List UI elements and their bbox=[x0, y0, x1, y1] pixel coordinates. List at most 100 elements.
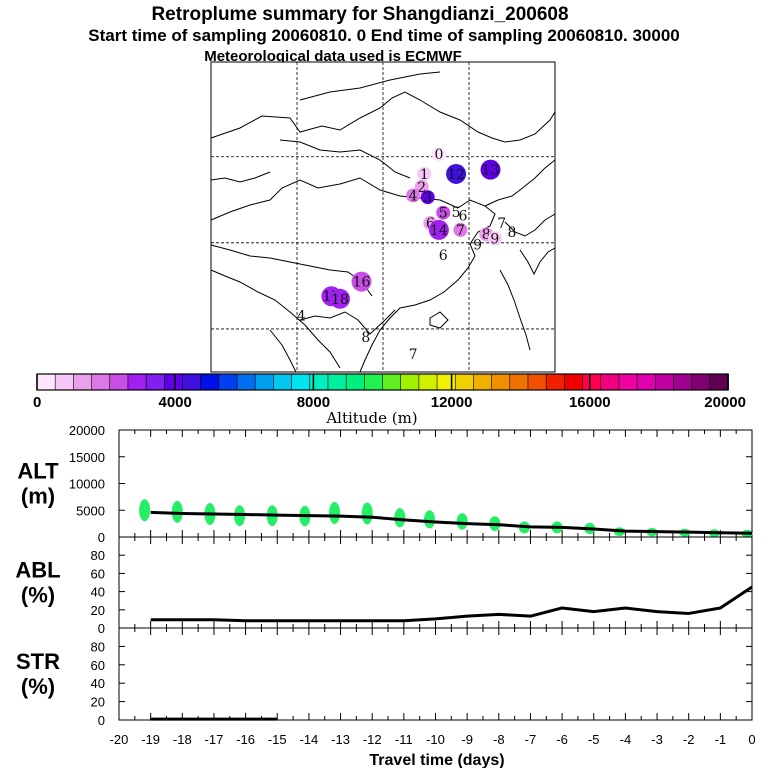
plume-point-label: 2 bbox=[417, 180, 426, 196]
y-tick-label: 20 bbox=[91, 603, 105, 618]
plume-point-label: 0 bbox=[434, 147, 443, 163]
x-tick-label: -20 bbox=[110, 732, 129, 747]
y-tick-label: 60 bbox=[91, 658, 105, 673]
x-tick-label: -4 bbox=[620, 732, 632, 747]
y-tick-label: 10000 bbox=[69, 477, 105, 492]
panel-str: 0 20 40 60 80 STR(%) bbox=[16, 627, 753, 728]
plume-point bbox=[446, 163, 467, 184]
plume-point bbox=[480, 159, 501, 180]
y-tick-label: 0 bbox=[98, 713, 105, 728]
colorbar-swatch bbox=[218, 373, 238, 391]
colorbar-swatch bbox=[436, 373, 457, 391]
x-tick-label: -8 bbox=[493, 732, 505, 747]
panel-title-unit: (%) bbox=[21, 583, 55, 608]
y-tick-label: 80 bbox=[91, 639, 105, 654]
colorbar-swatch bbox=[600, 373, 620, 391]
altitude-spread-mark bbox=[424, 510, 435, 529]
colorbar-swatch bbox=[73, 373, 93, 391]
figure-subtitle: Start time of sampling 20060810. 0 End t… bbox=[88, 26, 680, 45]
coastline-segment bbox=[279, 139, 411, 179]
figure-title: Retroplume summary for Shangdianzi_20060… bbox=[151, 4, 568, 25]
plume-point bbox=[330, 288, 350, 309]
coastline-segment bbox=[519, 247, 556, 276]
colorbar-swatch bbox=[618, 373, 638, 391]
plume-point bbox=[351, 271, 372, 292]
colorbar-swatch bbox=[364, 373, 384, 391]
plume-minor-label: 9 bbox=[473, 238, 482, 254]
colorbar-swatch bbox=[200, 373, 220, 391]
plume-point bbox=[436, 205, 451, 220]
y-tick-label: 15000 bbox=[69, 450, 105, 465]
colorbar-swatch bbox=[127, 373, 147, 391]
coastline-segment bbox=[299, 71, 441, 101]
colorbar-tick-label: 12000 bbox=[431, 394, 473, 411]
plume-minor-label: 7 bbox=[497, 216, 506, 232]
altitude-spread-mark bbox=[394, 508, 406, 528]
colorbar-swatch bbox=[91, 373, 111, 391]
altitude-spread-mark bbox=[139, 499, 151, 522]
colorbar-swatch bbox=[254, 373, 275, 391]
map-plume-points: 0123456789121314161718456789687 bbox=[297, 147, 516, 363]
panel-title: ALT bbox=[17, 459, 59, 484]
colorbar-swatch bbox=[327, 373, 347, 391]
plume-point-label: 14 bbox=[430, 223, 448, 239]
plume-point bbox=[487, 231, 502, 246]
panel-frame bbox=[118, 536, 753, 629]
plume-point-label: 3 bbox=[423, 190, 432, 206]
y-tick-label: 60 bbox=[91, 566, 105, 581]
plume-point-label: 1 bbox=[420, 167, 429, 183]
plume-minor-label: 6 bbox=[439, 248, 448, 264]
y-tick-label: 40 bbox=[91, 676, 105, 691]
panel-title: STR bbox=[16, 649, 60, 674]
x-tick-label: -6 bbox=[556, 732, 568, 747]
plume-minor-label: 6 bbox=[459, 208, 468, 224]
plume-point bbox=[420, 190, 435, 205]
colorbar-tick-label: 0 bbox=[33, 394, 41, 411]
coastline-segment bbox=[210, 91, 556, 143]
panel-title-unit: (%) bbox=[21, 674, 55, 699]
x-tick-label: -12 bbox=[363, 732, 382, 747]
colorbar-swatch bbox=[309, 373, 329, 391]
x-tick-label: -13 bbox=[331, 732, 350, 747]
coastline-segment bbox=[299, 309, 396, 335]
plume-point bbox=[417, 166, 432, 181]
colorbar-swatch bbox=[382, 373, 402, 391]
colorbar-swatch bbox=[473, 373, 493, 391]
plume-point-label: 7 bbox=[456, 223, 465, 239]
panel-title: ABL bbox=[15, 558, 60, 583]
colorbar-swatch bbox=[654, 373, 675, 391]
x-tick-label: -11 bbox=[395, 732, 413, 747]
colorbar-swatch bbox=[691, 373, 711, 391]
colorbar-swatch bbox=[545, 373, 566, 391]
plume-point-label: 8 bbox=[482, 227, 491, 243]
plume-point bbox=[453, 222, 468, 237]
colorbar-swatch bbox=[54, 373, 75, 391]
x-tick-label: -18 bbox=[173, 732, 192, 747]
x-tick-label: -16 bbox=[236, 732, 255, 747]
x-tick-label: -9 bbox=[461, 732, 473, 747]
colorbar-swatch bbox=[345, 373, 366, 391]
colorbar-swatch bbox=[527, 373, 547, 391]
y-tick-label: 0 bbox=[98, 530, 105, 545]
plume-point-label: 16 bbox=[353, 275, 371, 291]
y-tick-label: 0 bbox=[98, 621, 105, 636]
x-axis-label: Travel time (days) bbox=[369, 752, 504, 768]
colorbar-swatch bbox=[109, 373, 129, 391]
x-tick-label: -1 bbox=[715, 732, 727, 747]
x-tick-label: -7 bbox=[525, 732, 537, 747]
coastline-segment bbox=[210, 269, 341, 369]
colorbar-swatch bbox=[582, 373, 602, 391]
coastline-segment bbox=[359, 199, 496, 373]
colorbar-tick-label: 8000 bbox=[297, 394, 330, 411]
plume-minor-label: 7 bbox=[409, 347, 418, 363]
colorbar-swatch bbox=[491, 373, 511, 391]
panel-title-unit: (m) bbox=[21, 484, 55, 509]
coastline-segment bbox=[269, 329, 297, 373]
plume-point bbox=[406, 188, 421, 203]
x-tick-label: -17 bbox=[205, 732, 224, 747]
colorbar-swatch bbox=[163, 373, 184, 391]
x-tick-label: -10 bbox=[426, 732, 445, 747]
coastline-segment bbox=[499, 269, 531, 351]
plume-point-label: 12 bbox=[447, 167, 465, 183]
plume-point bbox=[414, 179, 429, 194]
